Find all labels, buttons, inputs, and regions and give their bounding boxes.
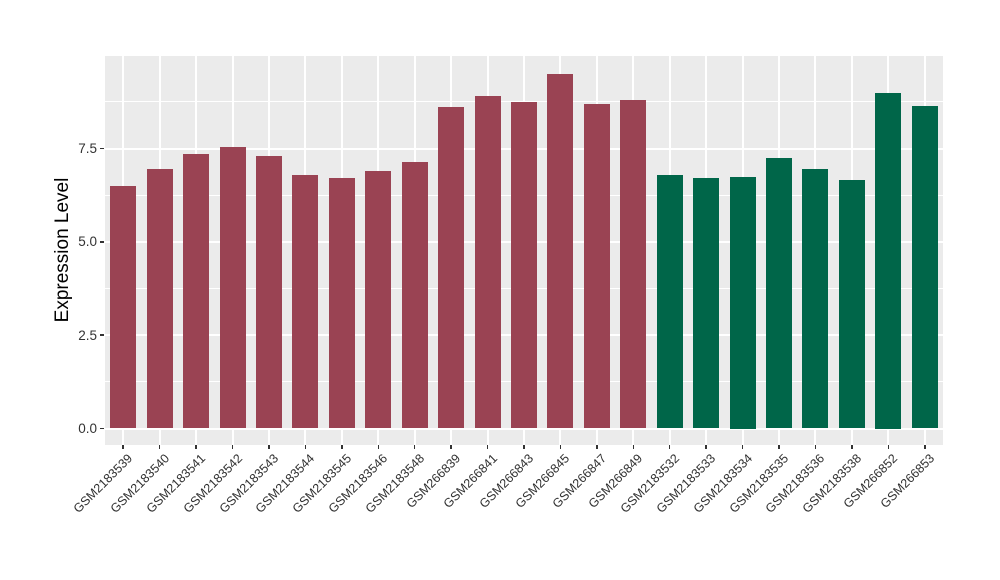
bar-GSM2183538 bbox=[838, 180, 865, 429]
bar-GSM266843 bbox=[511, 101, 537, 429]
bar-GSM266849 bbox=[620, 99, 647, 429]
x-tick-mark bbox=[341, 445, 343, 449]
x-tick-mark bbox=[632, 445, 635, 449]
x-tick-mark bbox=[486, 445, 489, 449]
x-tick-mark bbox=[924, 445, 926, 449]
x-tick-mark bbox=[814, 445, 817, 449]
y-tick-label: 7.5 bbox=[78, 141, 97, 156]
x-tick-mark bbox=[231, 445, 234, 449]
bar-GSM2183544 bbox=[292, 174, 319, 429]
bar-GSM2183536 bbox=[802, 169, 829, 429]
bar-GSM266853 bbox=[911, 105, 938, 429]
bar-GSM2183539 bbox=[110, 185, 137, 429]
bar-GSM266845 bbox=[547, 73, 574, 429]
x-tick-mark bbox=[741, 445, 744, 449]
bar-GSM266852 bbox=[875, 92, 902, 429]
bar-GSM2183535 bbox=[766, 157, 793, 429]
x-tick-mark bbox=[195, 445, 197, 449]
x-tick-mark bbox=[778, 445, 780, 449]
y-tick-mark bbox=[100, 334, 104, 336]
bar-GSM2183534 bbox=[729, 176, 756, 429]
plot-panel bbox=[105, 56, 943, 445]
bar-GSM266841 bbox=[474, 96, 501, 429]
x-tick-mark bbox=[304, 445, 307, 449]
bar-GSM2183548 bbox=[401, 161, 428, 429]
x-tick-mark bbox=[705, 445, 707, 449]
x-tick-mark bbox=[377, 445, 379, 449]
y-tick-mark bbox=[100, 427, 104, 430]
x-tick-mark bbox=[851, 445, 853, 449]
y-tick-label: 5.0 bbox=[78, 234, 97, 250]
bar-GSM2183543 bbox=[255, 155, 282, 429]
x-tick-mark bbox=[413, 445, 416, 449]
y-tick-mark bbox=[100, 241, 104, 243]
x-tick-mark bbox=[523, 445, 525, 449]
bar-GSM2183546 bbox=[365, 170, 392, 429]
x-tick-mark bbox=[559, 445, 562, 449]
bar-GSM2183542 bbox=[219, 146, 246, 429]
bar-GSM2183541 bbox=[183, 154, 210, 429]
x-tick-mark bbox=[158, 445, 161, 449]
x-tick-mark bbox=[122, 445, 124, 449]
bar-GSM2183533 bbox=[693, 178, 720, 429]
bar-GSM266839 bbox=[438, 107, 465, 429]
x-tick-mark bbox=[887, 445, 890, 449]
bar-GSM2183540 bbox=[146, 169, 173, 429]
x-tick-mark bbox=[596, 445, 598, 449]
x-tick-mark bbox=[268, 445, 270, 449]
y-tick-mark bbox=[100, 147, 104, 150]
x-tick-mark bbox=[668, 445, 671, 449]
y-axis-title: Expression Level bbox=[52, 177, 73, 323]
bar-GSM266847 bbox=[583, 103, 610, 429]
y-tick-label: 2.5 bbox=[78, 327, 97, 343]
bar-GSM2183545 bbox=[328, 178, 355, 429]
bar-GSM2183532 bbox=[656, 174, 683, 429]
x-tick-mark bbox=[450, 445, 452, 449]
y-tick-label: 0.0 bbox=[78, 421, 97, 436]
